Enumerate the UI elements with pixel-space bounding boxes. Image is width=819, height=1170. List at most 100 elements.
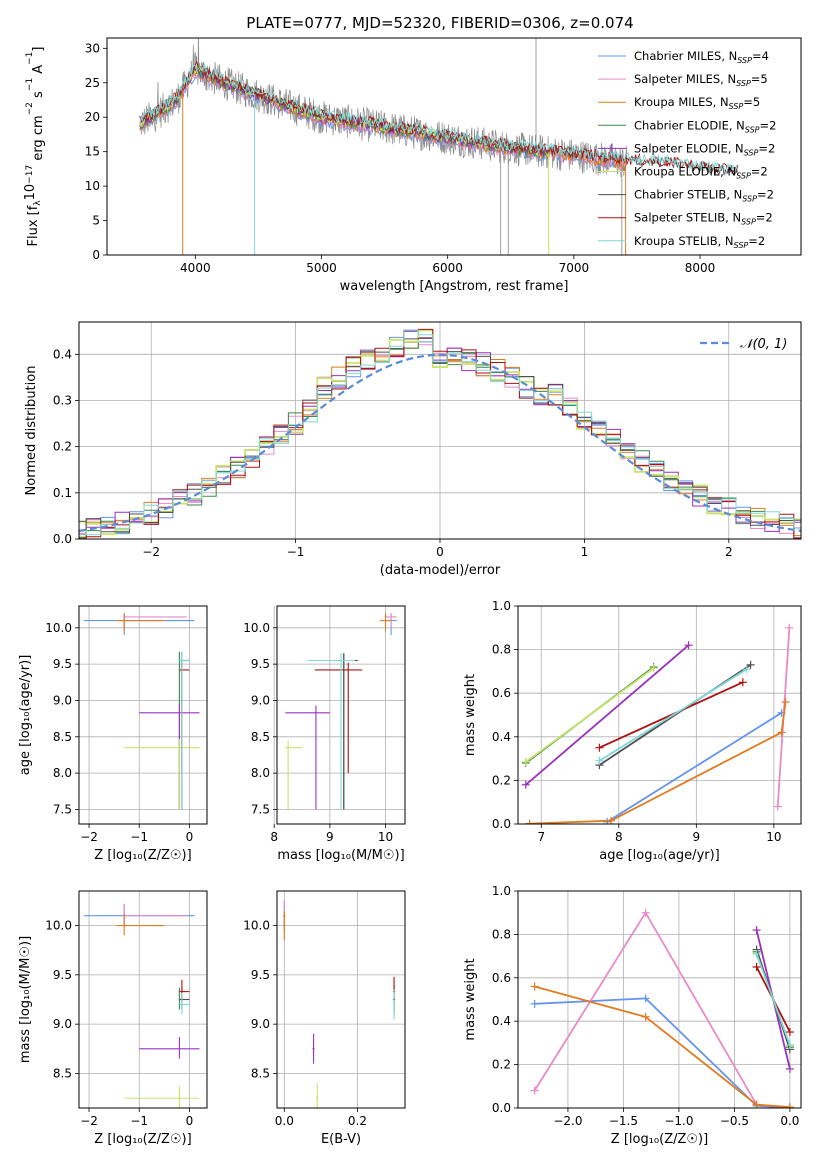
legend-entry-name: Kroupa MILES, N (634, 95, 729, 109)
plot-area (139, 38, 739, 255)
legend-entry: Kroupa ELODIE, NSSP=2 (634, 165, 768, 181)
normal-curve (79, 353, 801, 532)
legend-entry: Salpeter STELIB, NSSP=2 (634, 211, 773, 227)
x-tick-label: 9 (693, 830, 701, 844)
x-tick-label: −1 (130, 830, 148, 844)
plot-area (530, 908, 794, 1108)
legend-entry-value: =2 (751, 165, 768, 179)
y-tick-label: 10.0 (243, 919, 270, 933)
y-tick-label: 8.0 (53, 766, 72, 780)
axes-frame (276, 890, 406, 1109)
y-tick-label: 30 (85, 41, 100, 55)
y-axis-label: Normed distribution (24, 366, 39, 496)
y-tick-label: 10.0 (45, 919, 72, 933)
legend-entry-sub: SSP (736, 79, 751, 88)
x-tick-label: 1 (581, 545, 589, 559)
y-tick-label: 9.0 (53, 693, 72, 707)
y-tick-label: 0.4 (492, 730, 511, 744)
y-tick-label: 0.8 (492, 927, 511, 941)
age-vs-mass-panel: 8 9 10 7.5 8.0 8.5 9.0 9.5 10.0 mass [log₁₀(M/M☉)… (243, 605, 406, 863)
legend-entry-name: Chabrier STELIB, N (634, 188, 742, 202)
weight-line (533, 910, 790, 1108)
x-tick-label: −1 (287, 545, 305, 559)
legend-entry-sub: SSP (736, 172, 751, 181)
axes-frame (517, 890, 802, 1109)
mass-vs-ebv-panel: 0.0 0.2 8.5 9.0 9.5 10.0 E(B-V) (243, 890, 406, 1147)
axes-frame (106, 37, 802, 256)
plot-area (521, 623, 794, 824)
y-tick-label: 0 (92, 248, 100, 262)
x-tick-label: 10 (766, 830, 781, 844)
y-tick-label: 9.0 (251, 693, 270, 707)
y-tick-label: 9.5 (53, 968, 72, 982)
y-axis-label-part: A (31, 65, 46, 78)
x-tick-label: 8 (270, 830, 278, 844)
y-axis-label: mass weight (463, 958, 478, 1040)
y-axis-label-part: λ (33, 200, 43, 206)
plot-area (283, 900, 396, 1108)
weight-line (755, 953, 791, 1046)
observed-spectrum (139, 38, 628, 178)
legend-entry-sub: SSP (729, 102, 744, 111)
plot-area (84, 613, 200, 810)
axes-frame (276, 605, 406, 825)
legend-entry-value: =2 (757, 188, 774, 202)
y-tick-label: 0.6 (492, 686, 511, 700)
x-tick-label: −2 (142, 545, 160, 559)
legend-entry-value: =2 (756, 211, 773, 225)
x-tick-label: −2 (80, 1114, 98, 1128)
x-axis-label: mass [log₁₀(M/M☉)] (277, 848, 404, 863)
axes-frame (78, 605, 208, 825)
y-tick-label: 9.0 (251, 1017, 270, 1031)
y-tick-label: 0.2 (492, 1058, 511, 1072)
x-tick-label: 9 (326, 830, 334, 844)
legend-entry-name: Kroupa ELODIE, N (634, 165, 736, 179)
legend-entry-value: =5 (751, 72, 768, 86)
weight-line (599, 681, 744, 749)
x-tick-label: 4000 (180, 261, 211, 275)
x-tick-label: 7 (537, 830, 545, 844)
x-axis-label: wavelength [Angstrom, rest frame] (340, 279, 569, 294)
weight-line (606, 712, 783, 823)
x-axis-label: Z [log₁₀(Z/Z☉)] (94, 848, 191, 863)
y-axis-label-part: −2 (25, 102, 35, 115)
mass-weight-vs-metallicity-panel: −2.0 −1.5 −1.0 −0.5 0.0 0.0 0.2 0.4 0.6 0.8 1.0 Z [… (463, 884, 802, 1147)
y-tick-label: 10 (85, 179, 100, 193)
y-axis-label-part: Flux [f (26, 205, 41, 246)
x-tick-label: −2.0 (553, 1114, 582, 1128)
x-tick-label: 8000 (685, 261, 716, 275)
x-tick-label: 0.0 (275, 1114, 294, 1128)
y-tick-label: 0.4 (53, 347, 72, 361)
legend-entry-sub: SSP (741, 218, 756, 227)
plot-area (79, 328, 801, 539)
legend-entry-value: =2 (748, 234, 765, 248)
axes-frame (517, 605, 802, 825)
weight-line (534, 997, 790, 1108)
x-tick-label: −1 (130, 1114, 148, 1128)
weight-line (598, 668, 748, 762)
y-tick-label: 0.2 (53, 440, 72, 454)
x-tick-label: −2 (80, 830, 98, 844)
x-tick-label: 6000 (432, 261, 463, 275)
y-tick-label: 8.5 (251, 1066, 270, 1080)
y-tick-label: 20 (85, 110, 100, 124)
y-axis-label: Flux [fλ10−17 erg cm−2 s−1 A−1] (23, 47, 46, 247)
legend-entry-sub: SSP (734, 241, 749, 250)
weight-line (529, 701, 787, 824)
y-tick-label: 1.0 (492, 884, 511, 898)
x-tick-label: 0.2 (348, 1114, 367, 1128)
plot-area (84, 903, 200, 1108)
y-axis-label-part: −1 (25, 78, 35, 91)
y-tick-label: 10.0 (243, 621, 270, 635)
y-tick-label: 0.0 (492, 1101, 511, 1115)
y-tick-label: 0.4 (492, 1014, 511, 1028)
x-tick-label: 5000 (306, 261, 337, 275)
y-tick-label: 0.2 (492, 773, 511, 787)
x-tick-label: 0 (186, 1114, 194, 1128)
legend-entry-value: =2 (760, 118, 777, 132)
y-tick-label: 8.5 (53, 730, 72, 744)
x-tick-label: 10 (378, 830, 393, 844)
weight-line (525, 644, 690, 786)
